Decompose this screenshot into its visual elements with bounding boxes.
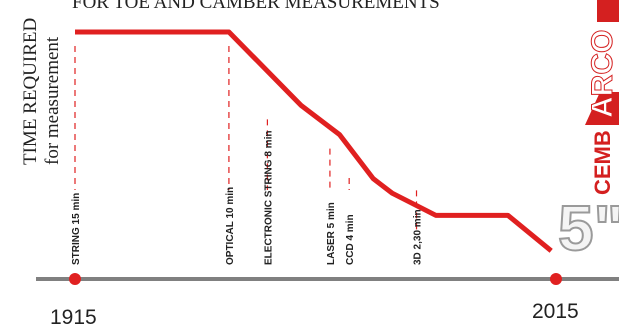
annotation-label-4: CCD 4 min [345,214,356,265]
annotation-label-5: 3D 2,30 min [413,209,424,265]
annotation-label-3: LASER 5 min [326,202,337,265]
end-point-marker [550,273,562,285]
big-value-display: 5" [558,192,619,264]
chart-title: FOR TOE AND CAMBER MEASUREMENTS [72,0,440,13]
arco-logo-text: ARCO [586,30,619,118]
x-start-label: 1915 [50,306,97,327]
logo-top-block [597,0,619,22]
annotation-label-0: STRING 15 min [71,193,82,265]
y-axis-label-line2: for measurement [42,36,63,165]
logo-swoosh-icon [585,92,619,125]
cemb-logo-text: CEMB [590,130,615,195]
cemb-logo: CEMB ARCO [585,0,619,195]
y-axis-label-line1: TIME REQUIRED [20,18,41,165]
x-end-label: 2015 [532,300,579,323]
annotation-label-1: OPTICAL 10 min [225,187,236,265]
annotation-label-2: ELECTRONIC STRING 8 min [263,131,274,265]
time-series-line [75,29,553,253]
start-point-marker [69,273,81,285]
